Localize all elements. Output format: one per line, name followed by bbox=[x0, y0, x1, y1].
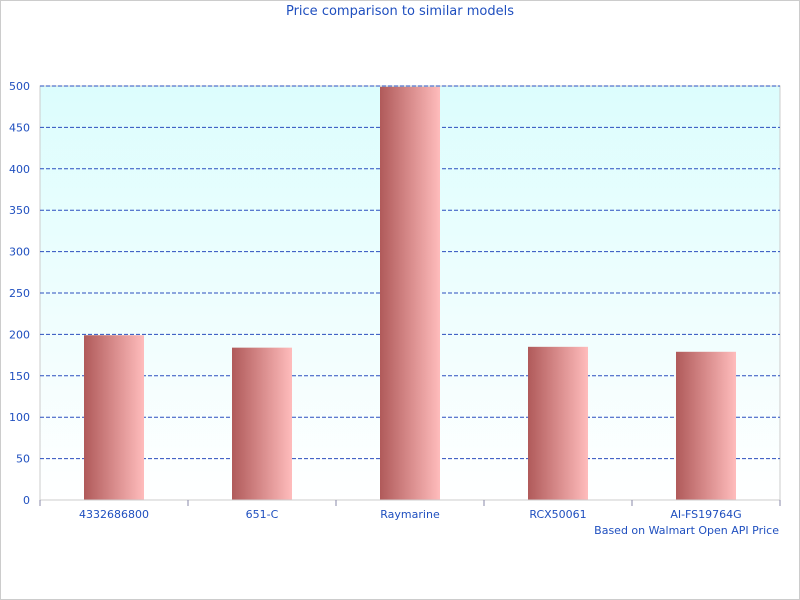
bar bbox=[528, 346, 588, 500]
x-tick-label: Raymarine bbox=[380, 508, 440, 521]
y-tick-label: 500 bbox=[9, 80, 30, 93]
y-tick-label: 100 bbox=[9, 411, 30, 424]
chart-title: Price comparison to similar models bbox=[285, 4, 515, 19]
bar bbox=[676, 351, 736, 500]
bar bbox=[380, 86, 440, 500]
y-tick-label: 300 bbox=[9, 246, 30, 259]
x-tick-label: 651-C bbox=[246, 508, 279, 521]
y-tick-label: 150 bbox=[9, 370, 30, 383]
y-tick-label: 0 bbox=[23, 494, 30, 507]
bar bbox=[84, 335, 144, 500]
y-tick-label: 250 bbox=[9, 287, 30, 300]
source-annotation: Based on Walmart Open API Price bbox=[594, 524, 779, 537]
y-tick-label: 400 bbox=[9, 163, 30, 176]
y-tick-label: 200 bbox=[9, 328, 30, 341]
bar bbox=[232, 347, 292, 500]
y-tick-label: 450 bbox=[9, 121, 30, 134]
y-tick-label: 350 bbox=[9, 204, 30, 217]
x-tick-label: 4332686800 bbox=[79, 508, 149, 521]
y-tick-label: 50 bbox=[16, 453, 30, 466]
x-tick-label: RCX50061 bbox=[529, 508, 586, 521]
x-tick-label: AI-FS19764G bbox=[670, 508, 741, 521]
